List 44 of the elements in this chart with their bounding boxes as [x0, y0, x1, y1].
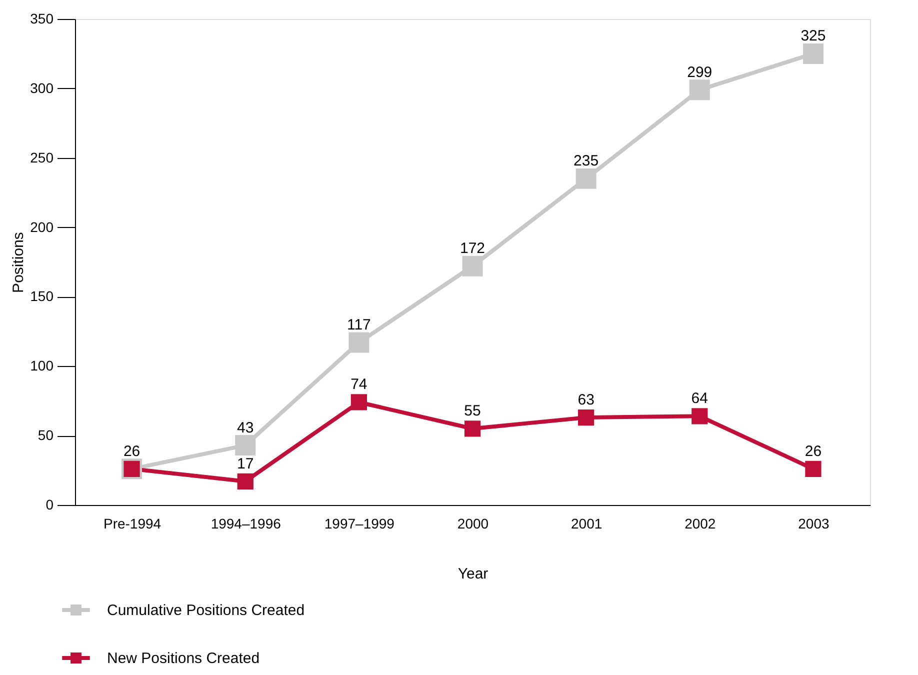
point	[692, 408, 708, 424]
data-label: 325	[800, 28, 826, 45]
data-label: 26	[123, 442, 140, 460]
x-tick-label: 2002	[684, 516, 716, 532]
y-tick-label: 300	[30, 80, 54, 96]
x-axis-title: Year	[458, 566, 488, 582]
y-tick-label: 0	[46, 496, 54, 512]
x-tick-label: Pre-1994	[103, 516, 162, 532]
y-tick-label: 200	[30, 218, 54, 235]
point	[462, 256, 483, 276]
y-tick-label: 150	[30, 288, 54, 304]
point	[689, 80, 710, 100]
point	[802, 43, 824, 64]
x-tick-label: 2003	[798, 516, 830, 532]
data-label: 26	[804, 442, 822, 460]
data-label: 299	[687, 64, 712, 81]
data-label: 43	[237, 419, 254, 436]
point	[464, 420, 481, 437]
point	[805, 460, 822, 477]
x-tick-label: 2000	[457, 516, 489, 532]
y-tick-label: 250	[30, 149, 54, 166]
data-label: 74	[350, 376, 368, 394]
data-label: 172	[460, 240, 486, 258]
point	[348, 332, 370, 353]
point	[576, 168, 596, 189]
legend-label: Cumulative Positions Created	[107, 602, 305, 619]
point	[237, 473, 254, 490]
y-tick-label: 50	[38, 427, 54, 444]
data-label: 64	[691, 390, 708, 408]
data-label: 17	[237, 455, 254, 472]
point	[235, 435, 256, 456]
x-tick-label: 2001	[570, 516, 602, 532]
data-label: 55	[464, 402, 481, 420]
y-axis-title: Positions	[10, 232, 28, 293]
x-tick-label: 1994–1996	[210, 516, 282, 532]
data-label: 63	[578, 392, 594, 409]
legend-label: New Positions Created	[107, 650, 260, 667]
point	[578, 409, 594, 426]
data-label: 235	[574, 152, 599, 170]
y-tick-label: 100	[30, 358, 54, 374]
x-tick-label: 1997–1999	[324, 516, 395, 532]
point	[350, 394, 367, 410]
data-label: 117	[346, 316, 371, 334]
y-tick-label: 350	[30, 10, 54, 26]
